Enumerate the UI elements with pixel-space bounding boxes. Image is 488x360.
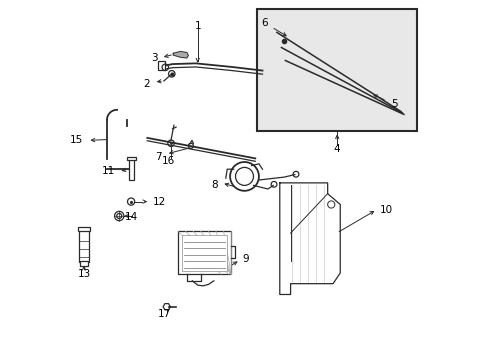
- Text: 16: 16: [161, 156, 174, 166]
- Text: 4: 4: [333, 144, 340, 154]
- Text: 2: 2: [143, 78, 150, 89]
- Text: 6: 6: [261, 18, 268, 28]
- Text: 3: 3: [150, 53, 157, 63]
- Text: 1: 1: [194, 21, 201, 31]
- Text: 7: 7: [155, 152, 162, 162]
- Bar: [127, 157, 136, 160]
- Text: 15: 15: [70, 135, 83, 145]
- Text: 14: 14: [125, 212, 138, 222]
- Text: 12: 12: [153, 197, 166, 207]
- Bar: [178, 231, 231, 274]
- Bar: [78, 227, 90, 231]
- Bar: [128, 158, 134, 180]
- Text: 5: 5: [391, 99, 398, 109]
- Bar: [257, 9, 416, 131]
- Text: 9: 9: [242, 254, 249, 264]
- Text: 8: 8: [210, 180, 217, 190]
- Text: 10: 10: [379, 204, 392, 215]
- Bar: [79, 230, 89, 262]
- Bar: [182, 235, 226, 271]
- Text: 17: 17: [158, 309, 171, 319]
- Bar: [158, 61, 165, 70]
- Polygon shape: [279, 183, 340, 294]
- Text: 13: 13: [77, 269, 90, 279]
- Text: 11: 11: [102, 166, 115, 176]
- Bar: [80, 261, 88, 266]
- Polygon shape: [173, 51, 188, 58]
